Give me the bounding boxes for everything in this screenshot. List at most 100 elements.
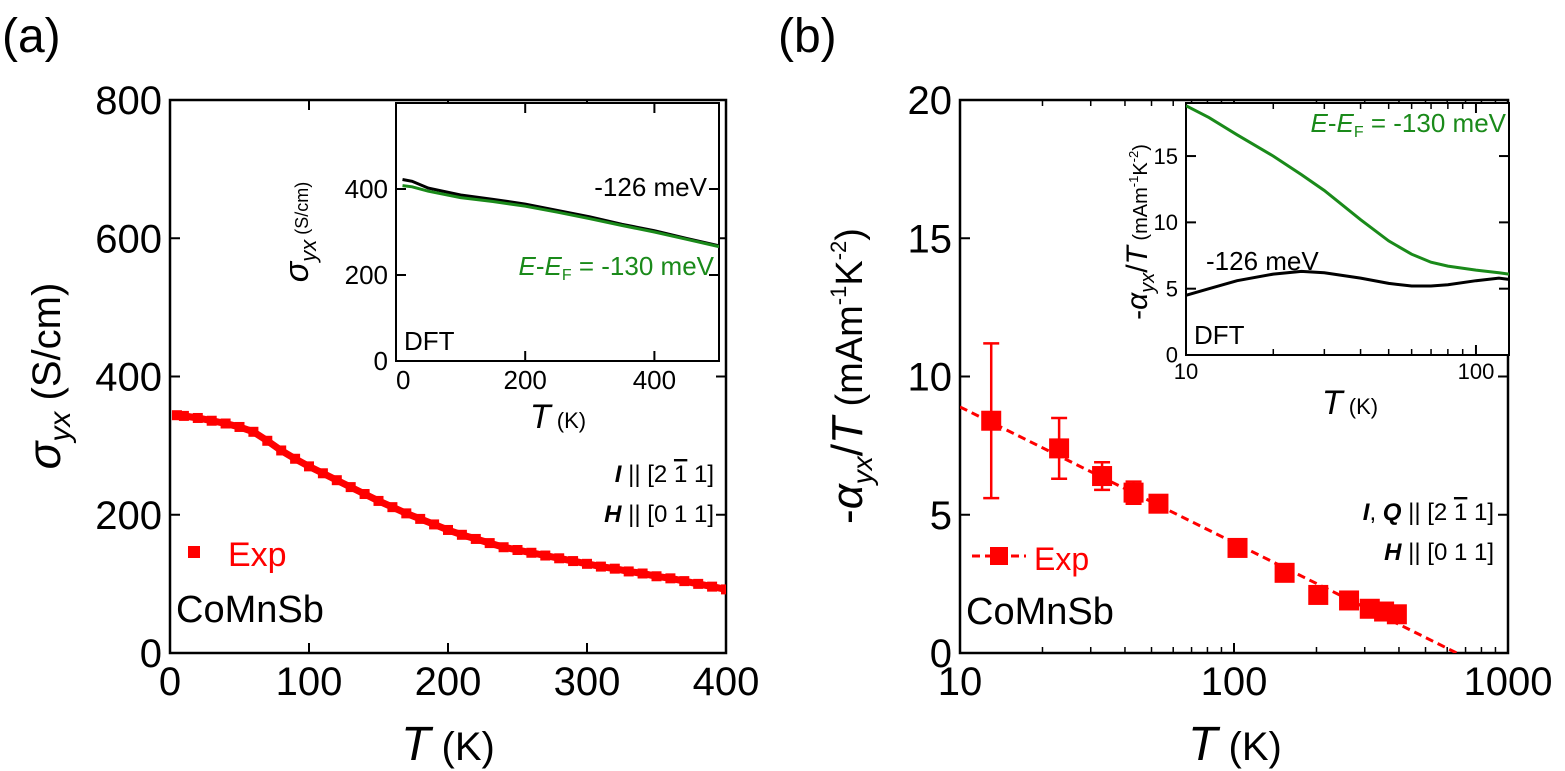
panel-a-x-axis-label: T (K) [401, 718, 495, 771]
exp-point [276, 445, 287, 456]
exp-point [609, 563, 620, 574]
panel-b-field-direction: H || [0 1 1] [1384, 539, 1494, 566]
panel-b-inset-lines [1186, 104, 1509, 297]
y-tick-label: 5 [1166, 276, 1178, 301]
panel-b-inset-frame [1185, 102, 1510, 356]
y-tick-label: 5 [930, 494, 952, 538]
exp-point [387, 502, 398, 513]
exp-point [595, 561, 606, 572]
exp-point [345, 482, 356, 493]
exp-point [623, 566, 634, 577]
y-tick-label: 200 [345, 260, 388, 290]
exp-point [178, 410, 189, 421]
exp-point [582, 558, 592, 569]
exp-point [512, 545, 523, 556]
exp-point [248, 426, 259, 437]
x-tick-label: 400 [633, 365, 676, 395]
panel-a-current-direction: I || [2 1 1] [615, 461, 714, 488]
x-tick-label: 100 [1201, 660, 1268, 704]
panel-b-series-exp [960, 342, 1458, 653]
exp-point [1386, 604, 1407, 625]
x-tick-label: 300 [554, 660, 621, 704]
panel-a-inset-frame [395, 102, 720, 362]
panel-b-y-axis-label: -αyx/T (mAm-1K-2) [823, 228, 878, 524]
panel-a-field-direction: H || [0 1 1] [604, 501, 714, 528]
exp-point [665, 573, 676, 584]
panel-a-inset-ticks: 0 200 400 0 200 400 [345, 103, 719, 395]
panel-b-current-direction: I, Q || [2 1 1] [1363, 499, 1494, 526]
panel-a-series-exp [171, 410, 726, 595]
x-tick-label: 10 [938, 660, 983, 704]
exp-point [373, 495, 384, 506]
x-tick-label: 100 [1458, 359, 1495, 384]
panel-a-legend-marker [188, 546, 200, 558]
panel-b-inset-tag: DFT [1194, 320, 1245, 350]
exp-point [290, 453, 301, 464]
panel-label-b: (b) [778, 10, 837, 63]
exp-point [470, 533, 481, 544]
exp-point [707, 581, 718, 592]
panel-a-inset-tag: DFT [404, 326, 455, 356]
y-tick-label: 10 [908, 356, 953, 400]
panel-a-y-axis-label: σyx (S/cm) [18, 283, 77, 470]
exp-point [359, 489, 370, 500]
exp-point [415, 513, 426, 524]
panel-a-inset-x-label: T (K) [530, 398, 586, 436]
exp-point [220, 418, 231, 429]
x-tick-label: 200 [415, 660, 482, 704]
y-tick-label: 400 [345, 174, 388, 204]
exp-point [637, 568, 648, 579]
panel-b-frame [958, 98, 1510, 655]
panel-b-inset-label-green: E-EF = -130 meV [1311, 108, 1507, 141]
exp-point [693, 578, 704, 589]
exp-point [498, 542, 509, 553]
panel-b-inset-label-black: -126 meV [1206, 246, 1319, 276]
exp-point [568, 556, 579, 567]
exp-point [1049, 438, 1070, 459]
exp-point [234, 421, 245, 432]
dft-line-130meV [402, 184, 719, 249]
exp-point [1339, 590, 1360, 611]
y-tick-label: 10 [1154, 210, 1178, 235]
exp-point [526, 547, 537, 558]
exp-point [304, 461, 314, 472]
exp-point [171, 410, 182, 421]
dft-line-130meV [1186, 104, 1509, 276]
y-tick-label: 400 [95, 356, 162, 400]
panel-a-inset-label-black: -126 meV [594, 172, 707, 202]
panel-b-inset-y-label: -αyx/T (mAm-1K-2) [1121, 144, 1159, 320]
exp-point [443, 524, 453, 535]
exp-point [262, 435, 273, 446]
x-tick-label: 400 [693, 660, 760, 704]
exp-point [1092, 466, 1113, 487]
exp-point [721, 584, 726, 595]
exp-point [206, 415, 217, 426]
panel-a-inset-y-label: σyx (S/cm) [278, 182, 321, 283]
x-tick-label: 10 [1174, 359, 1198, 384]
panel-b-legend-label: Exp [1034, 541, 1089, 577]
x-tick-label: 100 [276, 660, 343, 704]
x-tick-label: 0 [396, 365, 410, 395]
overline-digit: 1 [674, 461, 687, 488]
y-tick-label: 800 [95, 79, 162, 123]
x-tick-label: 200 [504, 365, 547, 395]
exp-point [192, 412, 203, 423]
dft-line-126meV [1186, 269, 1509, 297]
x-tick-label: 0 [159, 660, 181, 704]
panel-a-inset-label-green: E-EF = -130 meV [519, 251, 715, 284]
panel-a-inset-lines [402, 178, 719, 249]
panel-a-sample-label: CoMnSb [176, 589, 324, 631]
exp-point [331, 475, 342, 486]
exp-point [981, 410, 1002, 431]
panel-a-inset: 0 200 400 0 200 400 T (K) σyx (S/cm) DFT -126… [278, 102, 720, 436]
y-tick-label: 15 [1154, 144, 1178, 169]
exp-point [651, 571, 662, 582]
panel-label-a: (a) [2, 10, 61, 63]
exp-point [1123, 482, 1144, 503]
exp-point [540, 550, 551, 561]
panel-b-sample-label: CoMnSb [966, 591, 1114, 633]
